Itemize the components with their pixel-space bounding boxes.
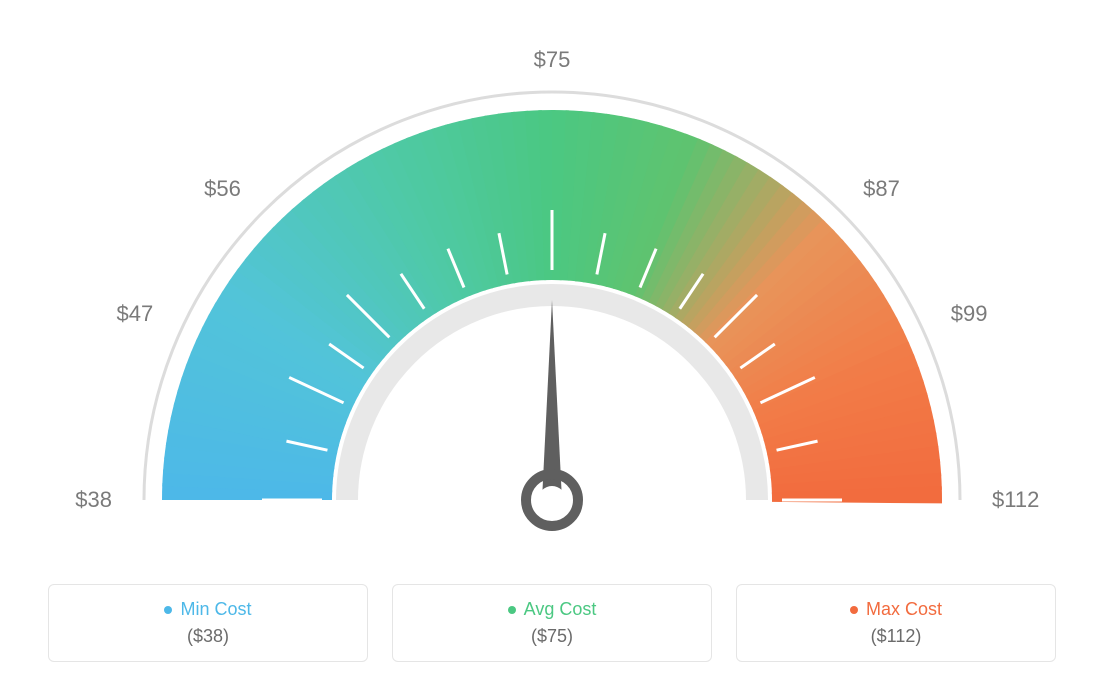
legend-title-avg: Avg Cost — [508, 599, 597, 620]
legend-label-min: Min Cost — [180, 599, 251, 620]
svg-text:$99: $99 — [951, 301, 988, 326]
legend-dot-avg — [508, 606, 516, 614]
legend-title-min: Min Cost — [164, 599, 251, 620]
gauge-svg: $38 $47 $56 $75 $87 $99 $112 — [0, 0, 1104, 560]
legend-card-avg: Avg Cost ($75) — [392, 584, 712, 662]
legend-value-min: ($38) — [69, 626, 347, 647]
gauge-chart: $38 $47 $56 $75 $87 $99 $112 — [0, 0, 1104, 560]
legend-label-avg: Avg Cost — [524, 599, 597, 620]
legend-card-min: Min Cost ($38) — [48, 584, 368, 662]
legend-dot-min — [164, 606, 172, 614]
svg-text:$75: $75 — [534, 47, 571, 72]
svg-text:$87: $87 — [863, 176, 900, 201]
svg-text:$112: $112 — [992, 487, 1039, 512]
legend-value-max: ($112) — [757, 626, 1035, 647]
legend-dot-max — [850, 606, 858, 614]
legend-card-max: Max Cost ($112) — [736, 584, 1056, 662]
legend-label-max: Max Cost — [866, 599, 942, 620]
legend-title-max: Max Cost — [850, 599, 942, 620]
svg-text:$47: $47 — [117, 301, 154, 326]
svg-text:$56: $56 — [204, 176, 241, 201]
legend-value-avg: ($75) — [413, 626, 691, 647]
svg-text:$38: $38 — [75, 487, 112, 512]
legend-row: Min Cost ($38) Avg Cost ($75) Max Cost (… — [0, 584, 1104, 662]
